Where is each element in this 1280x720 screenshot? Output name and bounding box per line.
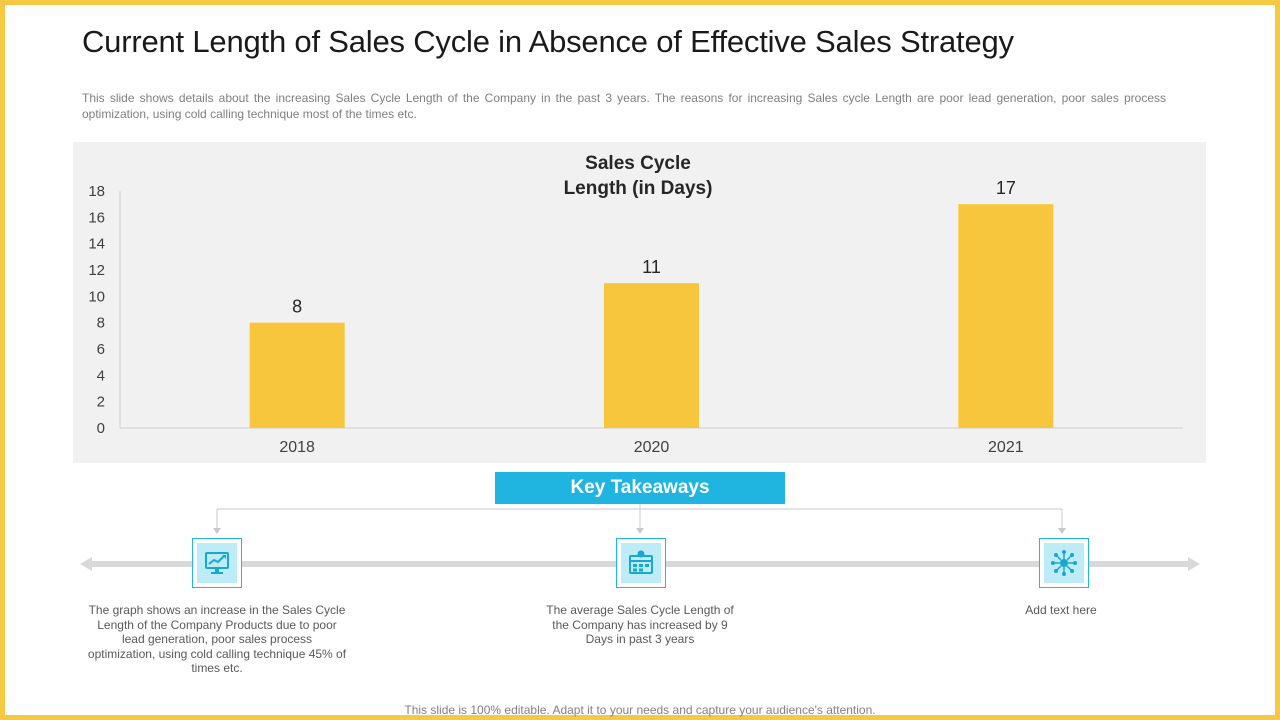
timeline-arrow-left xyxy=(80,557,92,571)
connector-left-arrow xyxy=(213,528,221,534)
y-tick-label: 14 xyxy=(88,236,105,253)
takeaway-1-text: The graph shows an increase in the Sales… xyxy=(87,603,347,675)
y-tick-label: 10 xyxy=(88,288,105,305)
takeaway-1-icon-box xyxy=(192,538,242,588)
chart-panel: 0 2 4 6 8 10 12 14 16 18 8 2018 11 2020 17 2021 Sales C… xyxy=(73,142,1206,463)
y-tick-label: 0 xyxy=(97,420,105,437)
takeaway-2-icon-box xyxy=(616,538,666,588)
page-title: Current Length of Sales Cycle in Absence… xyxy=(82,24,1014,59)
takeaway-3-text: Add text here xyxy=(1025,603,1097,617)
chart-title-line-1: Sales Cycle xyxy=(585,153,691,174)
key-takeaways-header: Key Takeaways xyxy=(495,472,785,504)
chart-monitor-icon xyxy=(205,552,229,574)
bar-chart: 0 2 4 6 8 10 12 14 16 18 8 2018 11 2020 17 2021 xyxy=(88,178,1183,456)
x-tick-label: 2021 xyxy=(988,439,1024,456)
x-tick-label: 2020 xyxy=(634,439,670,456)
slide-description: This slide shows details about the incre… xyxy=(82,91,1166,121)
y-tick-label: 18 xyxy=(88,183,105,200)
connector-right-arrow xyxy=(1058,528,1066,534)
bar xyxy=(604,283,699,428)
y-tick-label: 12 xyxy=(88,262,105,279)
takeaway-2-text: The average Sales Cycle Length of the Co… xyxy=(510,603,770,647)
bar-data-label: 8 xyxy=(292,297,302,317)
y-tick-label: 6 xyxy=(97,341,105,358)
y-tick-label: 2 xyxy=(97,394,105,411)
timeline-arrow-right xyxy=(1188,557,1200,571)
chart-title-line-2: Length (in Days) xyxy=(563,178,713,199)
calendar-clock-icon xyxy=(629,550,653,574)
connector-center-arrow xyxy=(636,528,644,534)
footer-note: This slide is 100% editable. Adapt it to… xyxy=(404,703,876,717)
network-hub-icon xyxy=(1051,550,1077,576)
takeaway-3-icon-box xyxy=(1039,538,1089,588)
chart-title: Sales Cycle Length (in Days) xyxy=(563,151,713,201)
bar-data-label: 11 xyxy=(642,257,661,277)
takeaway-2-text-inner: The average Sales Cycle Length of the Co… xyxy=(546,603,734,646)
bar-data-label: 17 xyxy=(996,178,1016,198)
y-tick-label: 4 xyxy=(97,367,105,384)
x-tick-label: 2018 xyxy=(279,439,315,456)
y-tick-label: 8 xyxy=(97,315,105,332)
y-tick-label: 16 xyxy=(88,209,105,226)
bar xyxy=(249,322,345,428)
bar xyxy=(958,204,1054,428)
